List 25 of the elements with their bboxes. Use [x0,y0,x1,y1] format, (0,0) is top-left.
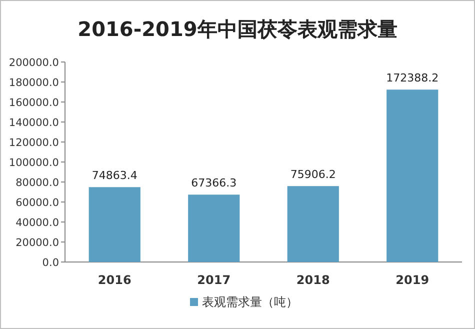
y-tick-label: 140000.0 [8,117,59,129]
y-tick-label: 120000.0 [8,137,59,149]
x-tick-label: 2019 [396,273,430,287]
y-tick-label: 200000.0 [8,57,59,69]
x-tick-label: 2018 [296,273,330,287]
y-tick-label: 60000.0 [16,197,59,209]
data-label: 74863.4 [92,169,138,182]
x-tick-label: 2017 [197,273,231,287]
y-tick-label: 40000.0 [16,217,59,229]
data-label: 172388.2 [386,72,439,85]
y-tick-label: 80000.0 [16,177,59,189]
y-tick-label: 100000.0 [8,157,59,169]
data-label: 75906.2 [290,168,336,182]
y-tick-label: 180000.0 [8,77,59,89]
y-tick-label: 160000.0 [8,97,59,109]
data-label: 67366.3 [191,176,237,190]
bar [188,194,240,262]
y-tick-label: 20000.0 [16,237,59,249]
legend-label: 表观需求量（吨） [202,295,298,309]
bar [386,90,438,262]
bar [287,186,339,262]
bar [88,187,140,262]
x-tick-label: 2016 [98,273,132,287]
y-tick-label: 0.0 [42,257,59,269]
chart-title: 2016-2019年中国茯苓表观需求量 [78,17,398,41]
